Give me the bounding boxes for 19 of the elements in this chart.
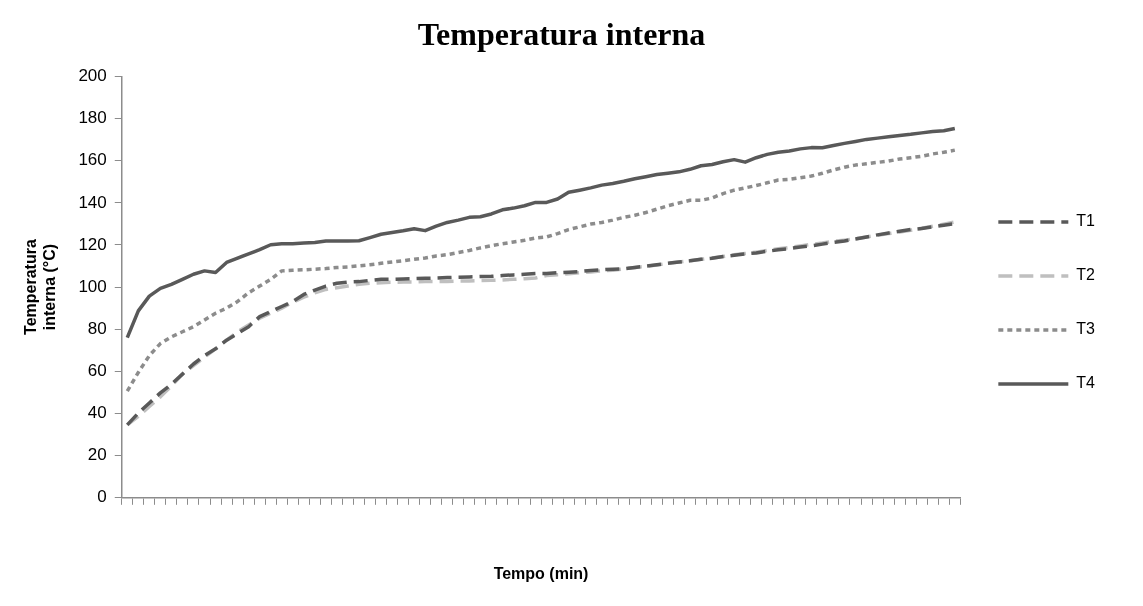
- y-tick-label: 100: [78, 276, 107, 296]
- y-tick-label: 60: [87, 361, 107, 381]
- y-tick-label: 120: [78, 234, 107, 254]
- legend-label: T3: [1076, 320, 1096, 338]
- y-tick-label: 140: [78, 192, 107, 212]
- y-axis-title: Temperatura interna (°C): [22, 239, 59, 335]
- line-series: [125, 148, 957, 393]
- y-tick-label: 160: [78, 150, 107, 170]
- y-tick-label: 20: [87, 445, 107, 465]
- y-tick-label: 40: [87, 403, 107, 423]
- legend-label: T2: [1076, 266, 1096, 284]
- legend-label: T1: [1076, 212, 1096, 230]
- y-tick-label: 80: [87, 318, 107, 338]
- chart-title: Temperatura interna: [417, 16, 706, 53]
- legend-label: T4: [1076, 374, 1096, 392]
- x-axis-title: Tempo (min): [493, 564, 589, 582]
- y-tick-label: 0: [97, 487, 107, 507]
- y-tick-label: 180: [78, 108, 107, 128]
- y-tick-label: 200: [78, 66, 107, 86]
